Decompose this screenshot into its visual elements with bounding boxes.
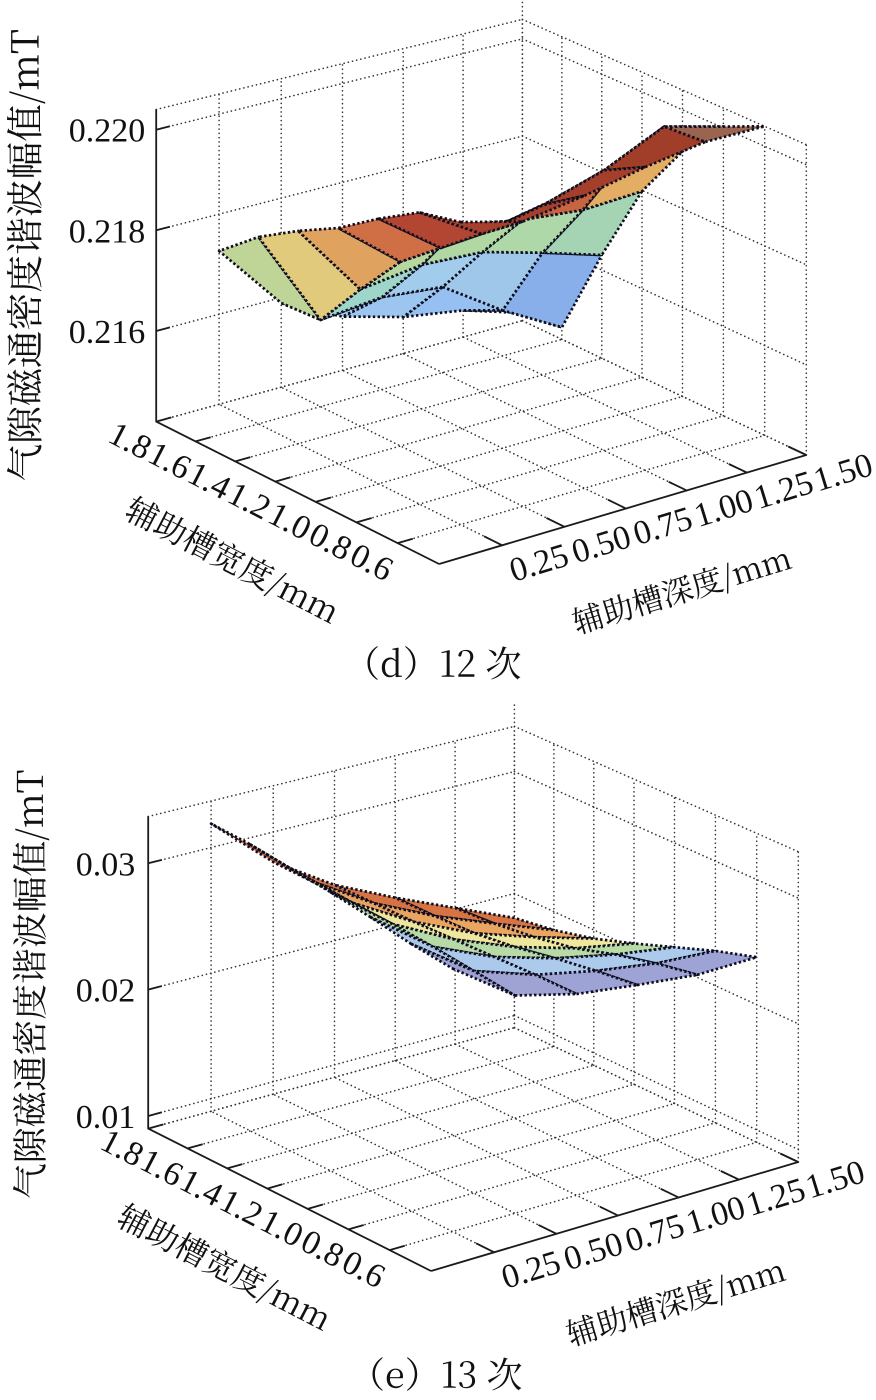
svg-text:0.220: 0.220 — [69, 113, 146, 150]
svg-text:0.216: 0.216 — [69, 314, 146, 351]
svg-text:0.01: 0.01 — [76, 1099, 136, 1136]
svg-text:0.02: 0.02 — [76, 973, 136, 1010]
svg-text:0.03: 0.03 — [76, 846, 136, 883]
svg-text:0.218: 0.218 — [69, 213, 146, 250]
